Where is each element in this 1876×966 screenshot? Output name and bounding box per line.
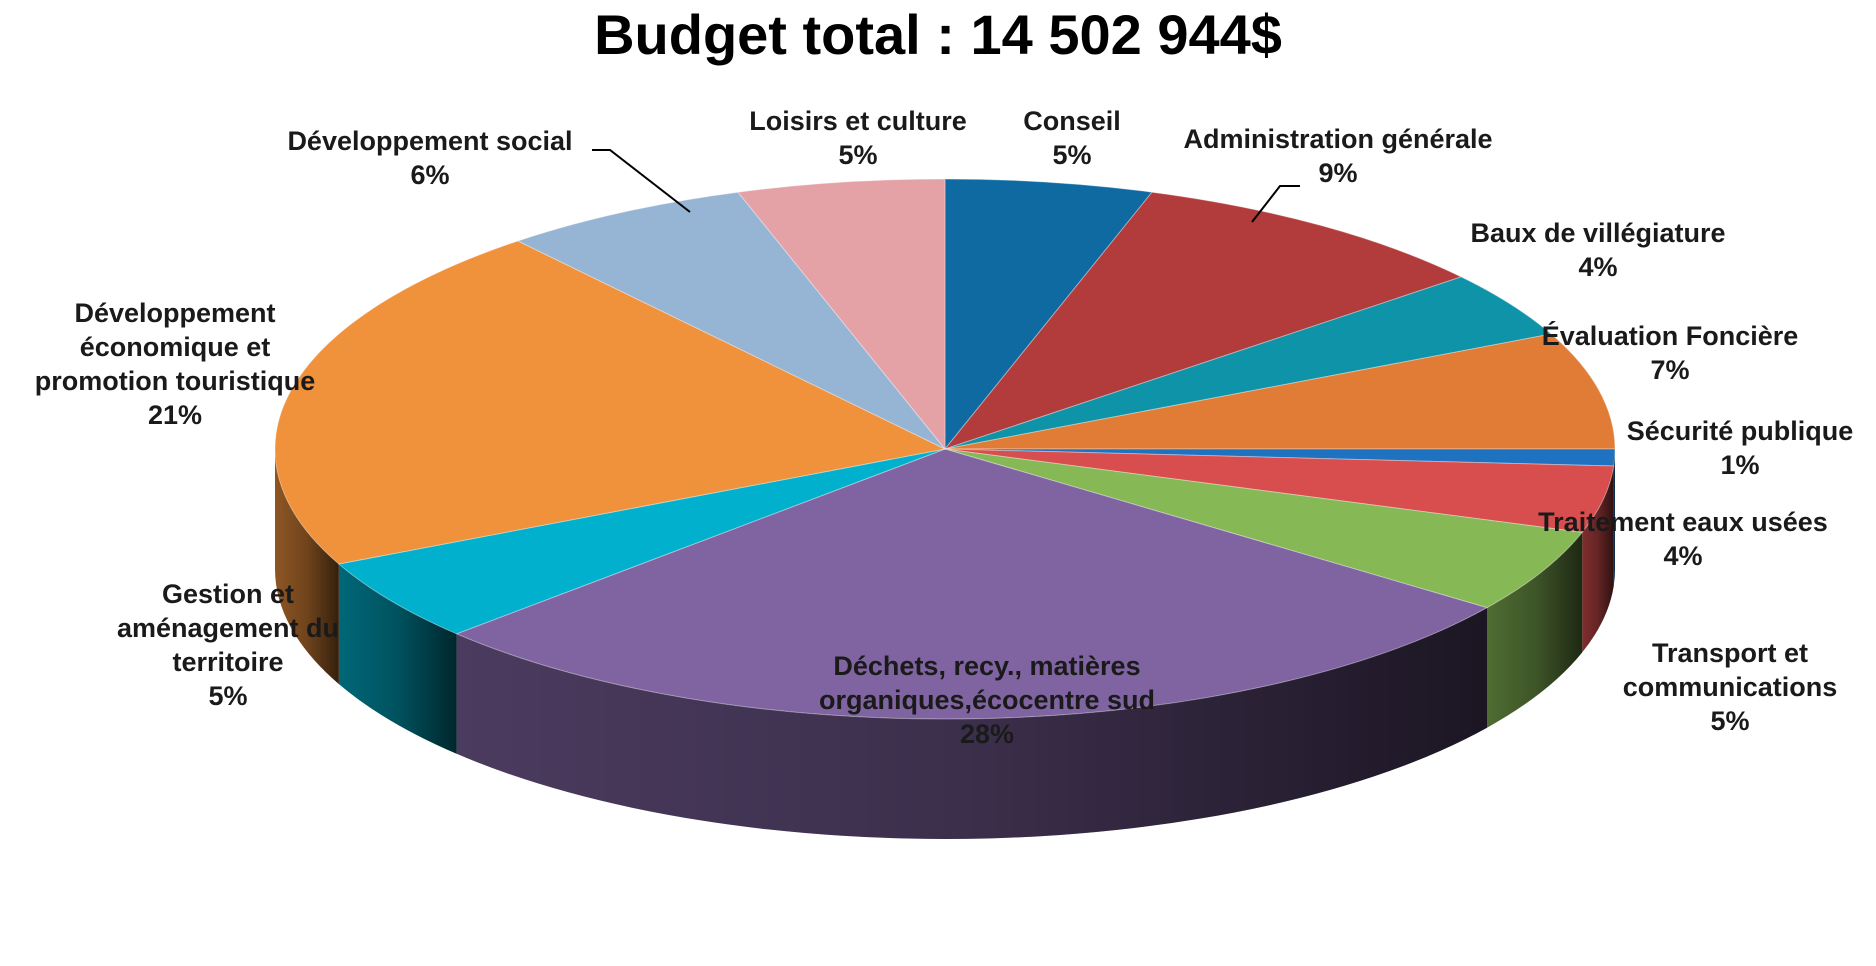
pie-slice-gestion [337,448,946,635]
leader-line-administration [1251,185,1300,223]
pie-slice-administration [943,191,1463,451]
slice-name-dechets: Déchets, recy., matières [833,651,1140,681]
slice-percent-securite: 1% [1720,450,1759,480]
slice-percent-conseil: 5% [1052,140,1091,170]
slice-name-loisirs: Loisirs et culture [749,106,967,136]
slice-name-gestion: Gestion et [162,579,294,609]
slice-name-securite: Sécurité publique [1627,416,1854,446]
slice-label-securite: Sécurité publique 1% [1627,416,1854,480]
slice-name-evaluation: Évaluation Foncière [1542,320,1799,351]
slice-percent-baux: 4% [1578,252,1617,282]
slice-percent-loisirs: 5% [838,140,877,170]
slice-label-transport: Transport et communications 5% [1623,638,1838,736]
pie-slice-developpement-economique [274,240,947,565]
pie-slice-securite [944,448,1616,467]
slice-label-developpement-economique: Développement économique et promotion tour… [35,298,315,430]
slice-name-traitement: Traitement eaux usées [1538,507,1828,537]
slice-name-conseil: Conseil [1023,106,1121,136]
pie-slice-transport [944,448,1584,609]
slice-percent-gestion: 5% [208,681,247,711]
pie-side-shade-gestion [338,564,457,754]
slice-name-administration: Administration générale [1183,124,1492,154]
pie-slice-traitement [944,448,1615,533]
slice-percent-evaluation: 7% [1650,355,1689,385]
pie-side-shade-securite [1613,449,1616,586]
slice-name-transport: communications [1623,672,1838,702]
slice-label-loisirs: Loisirs et culture 5% [749,106,967,170]
pie-slice-developpement-social [516,191,946,450]
pie-slice-baux [944,276,1553,450]
slice-label-conseil: Conseil 5% [1023,106,1121,170]
slice-name-developpement-economique: économique et [80,332,271,362]
slice-percent-developpement-social: 6% [410,160,449,190]
pie-slice-dechets [455,448,1489,720]
slice-label-gestion: Gestion et aménagement du territoire 5% [117,579,339,711]
slice-label-developpement-social: Développement social 6% [287,126,572,190]
pie-side-shade-traitement [1582,466,1614,653]
slice-label-evaluation: Évaluation Foncière 7% [1542,320,1799,385]
slice-percent-administration: 9% [1318,158,1357,188]
pie-slice-conseil [944,178,1153,451]
leader-line-developpement-social [592,149,691,213]
slice-percent-traitement: 4% [1663,541,1702,571]
slice-label-traitement: Traitement eaux usées 4% [1538,507,1828,571]
pie-slice-evaluation [944,333,1616,450]
slice-label-dechets: Déchets, recy., matières organiques,écoce… [819,651,1155,749]
pie-side-shade-transport [1487,532,1583,728]
slice-percent-developpement-economique: 21% [148,400,202,430]
slice-name-transport: Transport et [1652,638,1808,668]
pie-slice-loisirs [737,178,946,451]
slice-label-baux: Baux de villégiature 4% [1470,218,1725,282]
slice-name-developpement-economique: promotion touristique [35,366,315,396]
slice-percent-transport: 5% [1710,706,1749,736]
slice-name-baux: Baux de villégiature [1470,218,1725,248]
pie-side-shade-dechets [456,607,1488,839]
pie-side-shade-developpement-economique [275,449,339,684]
slice-name-gestion: aménagement du [117,613,339,643]
slice-name-developpement-economique: Développement [74,298,275,328]
slice-label-administration: Administration générale 9% [1183,124,1492,188]
slice-percent-dechets: 28% [960,719,1014,749]
slice-name-dechets: organiques,écocentre sud [819,685,1155,715]
slice-name-developpement-social: Développement social [287,126,572,156]
slice-name-gestion: territoire [172,647,283,677]
chart-title: Budget total : 14 502 944$ [594,3,1282,66]
